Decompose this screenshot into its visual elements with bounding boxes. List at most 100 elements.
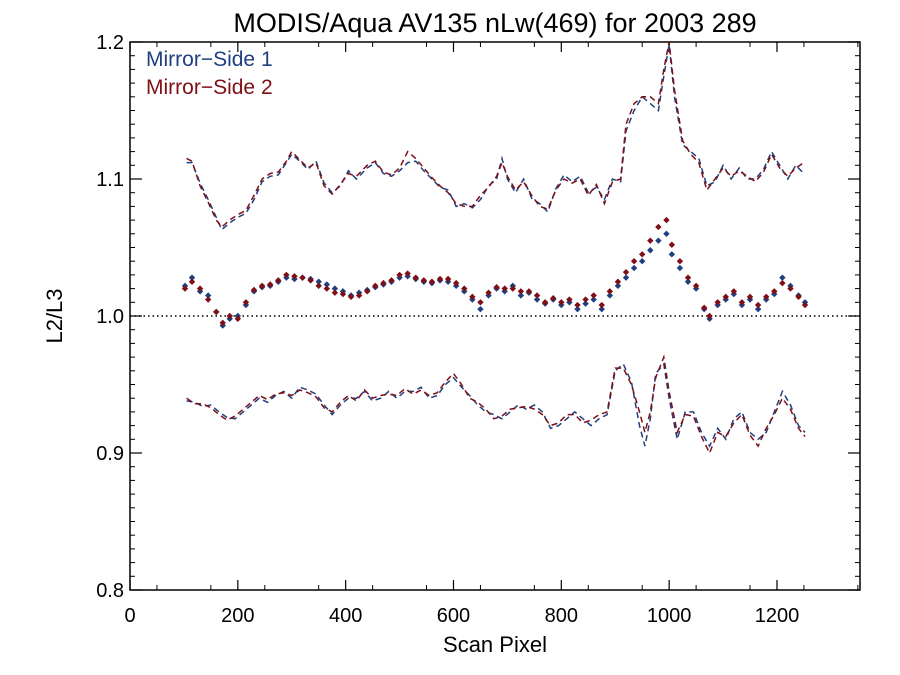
y-tick-label: 0.9 bbox=[96, 443, 124, 465]
data-point bbox=[204, 296, 212, 303]
data-point bbox=[606, 288, 614, 295]
y-tick-label: 1.0 bbox=[96, 306, 124, 328]
y-tick-label: 1.1 bbox=[96, 169, 124, 191]
series-layer bbox=[181, 41, 809, 455]
data-point bbox=[663, 230, 670, 237]
data-point bbox=[315, 278, 322, 285]
data-point bbox=[485, 289, 492, 296]
data-point bbox=[787, 285, 794, 292]
data-point bbox=[606, 292, 614, 299]
data-point bbox=[582, 300, 589, 307]
chart-title: MODIS/Aqua AV135 nLw(469) for 2003 289 bbox=[233, 8, 756, 38]
data-point bbox=[315, 282, 322, 290]
data-point bbox=[779, 274, 786, 281]
y-tick-label: 1.2 bbox=[96, 32, 124, 54]
data-point bbox=[477, 299, 484, 306]
data-point bbox=[299, 274, 306, 281]
data-point bbox=[469, 293, 476, 301]
data-point bbox=[219, 319, 226, 327]
data-point bbox=[700, 304, 708, 311]
data-point bbox=[493, 284, 500, 291]
data-point bbox=[647, 247, 654, 254]
data-point bbox=[517, 292, 525, 299]
data-point bbox=[550, 294, 557, 302]
data-point bbox=[638, 258, 646, 265]
data-point bbox=[722, 293, 729, 301]
data-point bbox=[331, 285, 339, 292]
x-axis-label: Scan Pixel bbox=[443, 632, 547, 657]
data-point bbox=[582, 296, 589, 303]
data-point bbox=[663, 216, 670, 224]
data-point bbox=[746, 293, 754, 301]
data-point bbox=[655, 237, 662, 244]
data-point bbox=[323, 281, 330, 288]
data-point bbox=[234, 315, 242, 322]
data-point bbox=[258, 282, 266, 290]
data-point bbox=[339, 290, 347, 298]
lower-bound-line bbox=[186, 362, 806, 448]
data-point bbox=[684, 278, 692, 285]
data-point bbox=[188, 278, 196, 285]
y-axis-label: L2/L3 bbox=[42, 288, 67, 343]
data-point bbox=[754, 305, 762, 313]
x-tick-label: 1000 bbox=[647, 605, 692, 627]
data-point bbox=[676, 258, 684, 265]
data-point bbox=[380, 279, 387, 287]
data-point bbox=[242, 299, 250, 306]
axis-ticks: 0 200 400 600 800 1000 1200 0.8 0.9 1.0 1.1 1.2 bbox=[96, 32, 860, 627]
data-point bbox=[420, 277, 428, 284]
data-point bbox=[738, 299, 746, 306]
data-point bbox=[188, 274, 196, 281]
data-point bbox=[684, 274, 692, 281]
data-point bbox=[754, 301, 762, 309]
x-tick-label: 800 bbox=[545, 605, 578, 627]
data-point bbox=[630, 264, 638, 272]
data-point bbox=[323, 285, 330, 292]
data-point bbox=[598, 305, 605, 313]
data-point bbox=[779, 279, 786, 287]
data-point bbox=[566, 296, 573, 303]
data-point bbox=[655, 223, 662, 231]
data-point bbox=[630, 258, 638, 265]
data-point bbox=[533, 296, 541, 303]
data-point bbox=[275, 277, 282, 284]
upper-bound-line bbox=[186, 41, 805, 229]
x-tick-label: 600 bbox=[437, 605, 470, 627]
data-point bbox=[452, 279, 460, 287]
data-point bbox=[355, 292, 363, 299]
data-point bbox=[307, 277, 314, 284]
data-point bbox=[692, 282, 700, 290]
data-point bbox=[347, 293, 355, 301]
data-point bbox=[714, 299, 721, 306]
data-point bbox=[614, 282, 622, 290]
legend: Mirror−Side 1 Mirror−Side 2 bbox=[146, 48, 273, 99]
data-point bbox=[204, 292, 212, 299]
data-point bbox=[622, 274, 630, 281]
data-point bbox=[614, 278, 622, 285]
data-point bbox=[444, 275, 452, 283]
data-point bbox=[638, 251, 646, 258]
data-point bbox=[801, 301, 809, 309]
data-point bbox=[517, 288, 525, 295]
data-point bbox=[477, 305, 484, 313]
data-point bbox=[428, 278, 436, 285]
y-tick-label: 0.8 bbox=[96, 580, 124, 602]
legend-label-mirror-side-2: Mirror−Side 2 bbox=[146, 76, 273, 99]
data-point bbox=[266, 281, 274, 288]
data-point bbox=[598, 301, 605, 309]
lower-bound-line bbox=[186, 354, 806, 455]
data-point bbox=[541, 299, 549, 306]
x-tick-label: 400 bbox=[329, 605, 362, 627]
data-point bbox=[283, 271, 290, 279]
data-point bbox=[364, 288, 371, 295]
data-point bbox=[706, 312, 713, 320]
data-point bbox=[291, 273, 298, 280]
x-tick-label: 200 bbox=[221, 605, 254, 627]
data-point bbox=[331, 289, 339, 296]
data-point bbox=[795, 293, 802, 301]
data-point bbox=[676, 264, 684, 272]
x-tick-label: 1200 bbox=[755, 605, 800, 627]
data-point bbox=[622, 268, 630, 276]
data-point bbox=[590, 296, 597, 303]
